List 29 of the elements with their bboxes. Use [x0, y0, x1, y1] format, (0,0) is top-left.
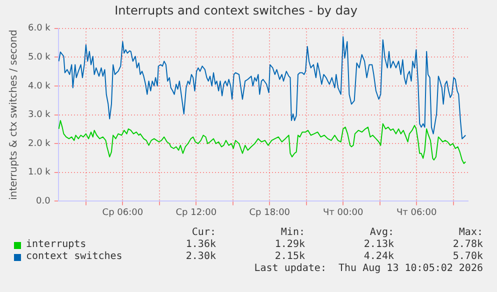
text: 2.78k [452, 239, 483, 251]
text: Max: [458, 227, 483, 239]
text: 2.15k [274, 251, 305, 263]
x-tick-label: Ср 12:00 [176, 208, 217, 218]
y-axis-title: interrupts & ctx switches / second [8, 30, 20, 200]
x-tick-label: Ср 18:00 [249, 208, 290, 218]
y-tick-label: 5.0 k [28, 52, 52, 63]
text: Cur: [190, 227, 216, 239]
x-tick-label: Чт 06:00 [396, 208, 437, 218]
x-tick-label: Ср 06:00 [102, 208, 144, 218]
y-tick-label: 0.0 [36, 196, 51, 207]
y-tick-label: 3.0 k [28, 110, 52, 120]
y-tick-label: 4.0 k [28, 81, 52, 92]
chart-title: Interrupts and context switches - by day [114, 3, 358, 18]
text: 5.70k [452, 251, 483, 263]
text: 1.36k [184, 239, 216, 251]
text: 1.29k [274, 239, 305, 251]
legend-label: context switches [26, 251, 122, 263]
y-tick-label: 2.0 k [28, 138, 52, 149]
text: Last update: Thu Aug 13 10:05:02 2026 [254, 263, 483, 275]
text: Min: [280, 227, 305, 239]
text: 2.30k [184, 251, 216, 263]
x-tick-label: Чт 00:00 [322, 208, 364, 218]
text: 2.13k [362, 239, 394, 251]
y-tick-label: 6.0 k [28, 24, 52, 34]
text: Avg: [368, 227, 394, 239]
y-tick-label: 1.0 k [28, 168, 52, 178]
text: 4.24k [362, 251, 394, 263]
legend-label: interrupts [26, 239, 86, 251]
